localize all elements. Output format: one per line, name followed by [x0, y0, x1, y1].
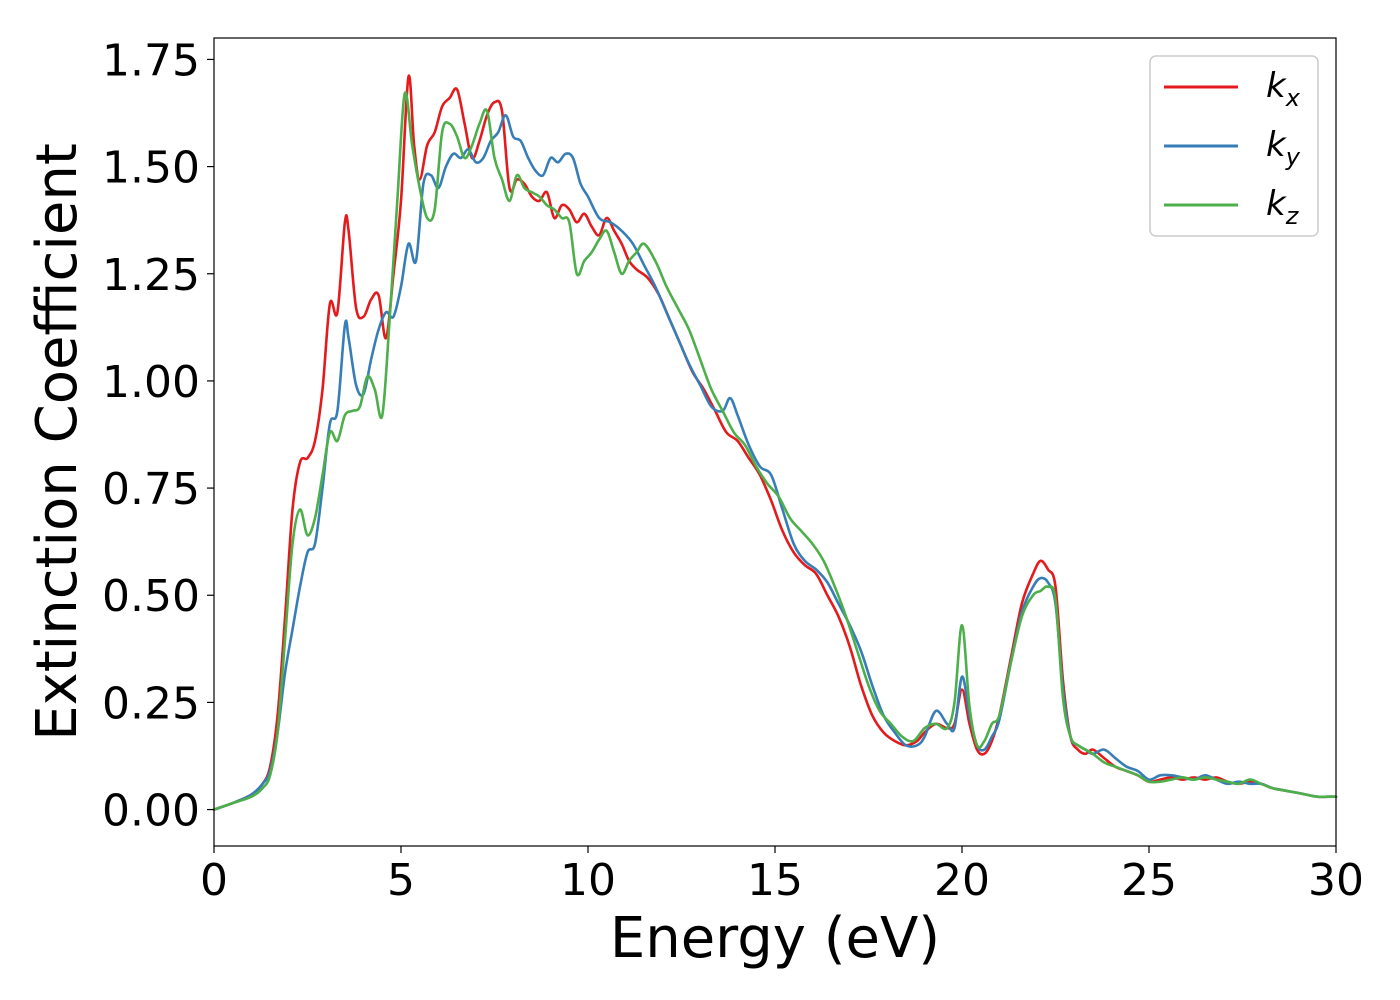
legend: kx ky kz [1149, 55, 1319, 237]
series-line-x [212, 74, 1338, 811]
y-tick-label: 0.00 [102, 786, 200, 837]
x-tick-label: 20 [934, 855, 990, 906]
x-tick-label: 5 [387, 855, 415, 906]
series-line-z [212, 91, 1338, 811]
y-tick-label: 0.75 [102, 464, 200, 515]
x-tick-label: 15 [747, 855, 803, 906]
legend-label-y: ky [1266, 125, 1301, 171]
x-tick-label: 10 [560, 855, 616, 906]
x-axis-label: Energy (eV) [610, 906, 940, 971]
y-tick-label: 1.00 [102, 357, 200, 408]
legend-label-x: kx [1266, 66, 1301, 112]
y-tick-label: 1.25 [102, 250, 200, 301]
y-tick-label: 0.50 [102, 571, 200, 622]
x-tick-label: 30 [1308, 855, 1364, 906]
x-tick-label: 0 [200, 855, 228, 906]
y-tick-label: 1.75 [102, 35, 200, 86]
y-axis-ticks: 0.00 0.25 0.50 0.75 1.00 1.25 1.50 1.75 [102, 35, 214, 837]
legend-label-z: kz [1266, 184, 1300, 230]
series-layer [212, 74, 1338, 811]
y-tick-label: 1.50 [102, 143, 200, 194]
y-axis-label: Extinction Coefficient [25, 143, 90, 741]
series-line-y [212, 113, 1338, 811]
x-axis-ticks: 0 5 10 15 20 25 30 [200, 846, 1364, 906]
y-tick-label: 0.25 [102, 678, 200, 729]
x-tick-label: 25 [1121, 855, 1177, 906]
